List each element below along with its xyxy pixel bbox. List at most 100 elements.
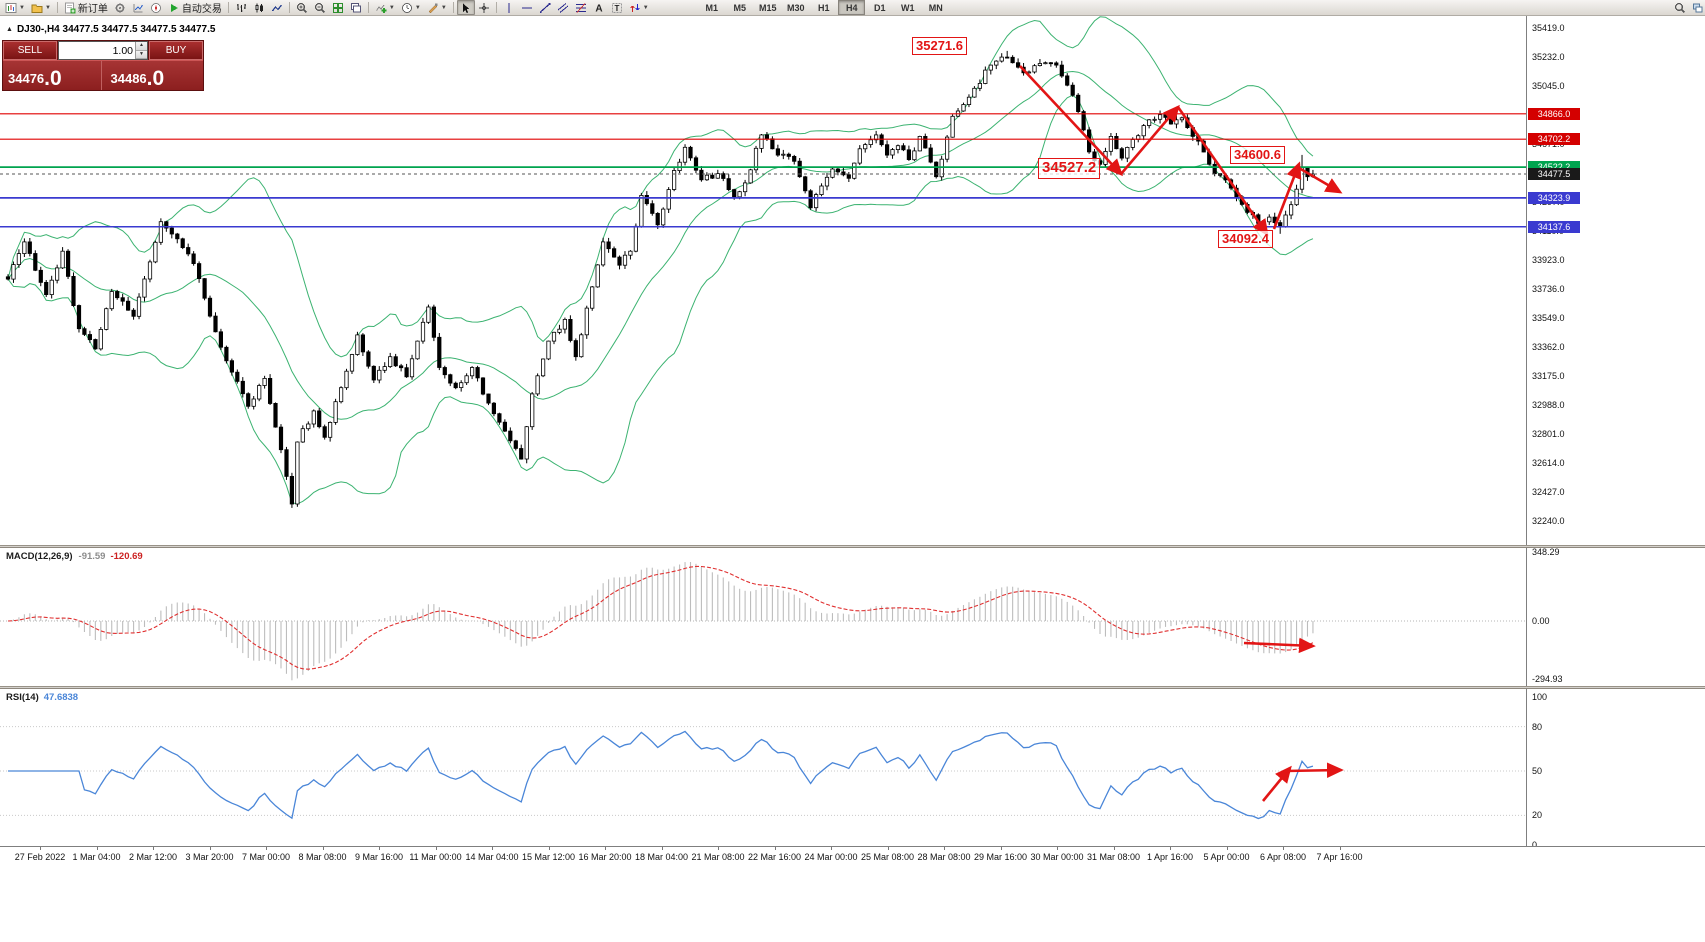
timeframe-h1[interactable]: H1	[817, 2, 830, 13]
toolbar-cursor[interactable]	[456, 0, 475, 15]
collapse-panel-icon[interactable]: ▲	[6, 26, 13, 33]
cursor-icon	[462, 3, 470, 13]
price-chart-canvas[interactable]	[0, 15, 1526, 545]
toolbar-periods[interactable]: ▼	[398, 0, 424, 15]
toolbar-separator	[288, 2, 290, 13]
toolbar-templates[interactable]: ▼	[424, 0, 450, 15]
price-badge: 34866.0	[1528, 107, 1580, 120]
macd-axis-label: 348.29	[1532, 547, 1560, 557]
new-chart-icon	[5, 2, 17, 13]
time-axis-label: 16 Mar 20:00	[578, 852, 632, 862]
market-watch-icon	[133, 3, 143, 12]
pane-separator[interactable]	[0, 545, 1705, 548]
time-axis-label: 27 Feb 2022	[14, 852, 66, 862]
toolbar-vertical-line[interactable]	[500, 0, 518, 15]
timeframe-switcher: M1 M5 M15 M30 H1 H4 D1 W1 MN	[698, 0, 950, 15]
price-annotation[interactable]: 34527.2	[1038, 158, 1101, 179]
price-annotation[interactable]: 34092.4	[1218, 230, 1273, 249]
time-tick	[774, 847, 776, 850]
toolbar-navigator[interactable]	[147, 0, 165, 15]
time-axis-label: 7 Apr 16:00	[1316, 852, 1363, 862]
timeframe-m30[interactable]: M30	[786, 2, 805, 13]
timeframe-m1[interactable]: M1	[705, 2, 718, 13]
time-axis-label: 24 Mar 00:00	[804, 852, 858, 862]
toolbar-window-list[interactable]	[1689, 0, 1705, 15]
fibo-icon	[575, 2, 586, 13]
toolbar-trendline[interactable]	[536, 0, 554, 15]
toolbar-text-label-tool[interactable]: T	[608, 0, 626, 15]
macd-axis-label: -294.93	[1532, 674, 1563, 684]
buy-price[interactable]: 34486.0	[100, 61, 204, 90]
price-axis-label: 32801.0	[1532, 429, 1565, 439]
crosshair-icon	[478, 2, 489, 13]
price-axis-label: 33549.0	[1532, 313, 1565, 323]
time-tick	[661, 847, 663, 850]
toolbar-new-order[interactable]: 新订单	[61, 0, 111, 15]
metaeditor-icon	[115, 3, 125, 12]
toolbar-profiles[interactable]: ▼	[28, 0, 54, 15]
toolbar-equidistant-channel[interactable]	[554, 0, 572, 15]
toolbar-chart-bars[interactable]	[232, 0, 250, 15]
macd-pane[interactable]	[0, 548, 1526, 686]
toolbar-search[interactable]	[1671, 0, 1689, 15]
timeframe-m5[interactable]: M5	[733, 2, 746, 13]
rsi-pane[interactable]	[0, 689, 1526, 846]
rsi-axis-label: 80	[1532, 721, 1543, 732]
timeframe-m15[interactable]: M15	[758, 2, 777, 13]
rsi-title: RSI(14) 47.6838	[6, 692, 79, 703]
time-tick	[1113, 847, 1115, 850]
one-click-trading-panel: SELL 1.00 ▲ ▼ BUY 34476.0 34486.0	[2, 40, 204, 91]
toolbar-text-tool[interactable]: A	[590, 0, 608, 15]
pane-separator[interactable]	[0, 686, 1705, 689]
sell-price[interactable]: 34476.0	[8, 67, 62, 91]
time-tick	[435, 847, 437, 850]
timeframe-d1[interactable]: D1	[873, 2, 886, 13]
price-badge: 34702.2	[1528, 133, 1580, 146]
toolbar-crosshair[interactable]	[475, 0, 493, 15]
timeframe-w1[interactable]: W1	[900, 2, 915, 13]
time-tick	[266, 847, 267, 850]
toolbar-zoom-out[interactable]	[311, 0, 329, 15]
toolbar-new-chart[interactable]: ▼	[2, 0, 28, 15]
toolbar-indicators-list[interactable]: ▼	[372, 0, 398, 15]
volume-up-icon[interactable]: ▲	[136, 42, 147, 51]
templates-icon	[428, 3, 438, 13]
sell-button[interactable]: SELL	[3, 41, 57, 60]
timeframe-mn[interactable]: MN	[928, 2, 943, 13]
toolbar-market-watch[interactable]	[129, 0, 147, 15]
vline-icon	[508, 2, 510, 13]
volume-down-icon[interactable]: ▼	[136, 50, 147, 59]
time-tick	[887, 847, 889, 850]
toolbar-autotrading[interactable]: 自动交易	[165, 0, 225, 15]
toolbar-tile-windows[interactable]	[329, 0, 347, 15]
indicators-icon	[375, 4, 387, 13]
time-axis-label: 31 Mar 08:00	[1086, 852, 1141, 862]
toolbar-chart-candles[interactable]	[250, 0, 268, 15]
toolbar-metaeditor[interactable]	[111, 0, 129, 15]
buy-button[interactable]: BUY	[149, 41, 203, 60]
layers-icon	[1693, 3, 1703, 12]
time-tick	[96, 847, 98, 850]
toolbar-chart-line[interactable]	[268, 0, 286, 15]
toolbar-horizontal-line[interactable]	[518, 0, 536, 15]
label-icon: T	[611, 2, 622, 13]
time-tick	[322, 847, 324, 850]
toolbar-arrows-tool[interactable]: ▼	[626, 0, 652, 15]
price-annotation[interactable]: 34600.6	[1230, 146, 1285, 165]
price-axis-label: 35045.0	[1532, 81, 1565, 91]
time-axis-label: 25 Mar 08:00	[860, 852, 915, 862]
chart-candles-icon	[255, 3, 264, 12]
toolbar-zoom-in[interactable]	[293, 0, 311, 15]
toolbar-fibonacci-retracement[interactable]	[572, 0, 590, 15]
rsi-axis-label: 100	[1532, 692, 1548, 702]
toolbar-cascade-windows[interactable]	[347, 0, 365, 15]
time-axis[interactable]: 27 Feb 2022 1 Mar 04:00 2 Mar 12:00 3 Mar 2…	[0, 846, 1705, 869]
time-tick	[379, 847, 380, 850]
time-tick	[548, 847, 550, 850]
price-annotation[interactable]: 35271.6	[912, 37, 967, 56]
autotrade-icon	[170, 3, 178, 12]
time-axis-label: 6 Apr 08:00	[1259, 852, 1307, 862]
volume-input[interactable]: 1.00 ▲ ▼	[58, 41, 148, 60]
timeframe-h4[interactable]: H4	[838, 0, 866, 15]
price-axis[interactable]: 35419.035232.035045.034858.034671.034484…	[1526, 15, 1705, 850]
